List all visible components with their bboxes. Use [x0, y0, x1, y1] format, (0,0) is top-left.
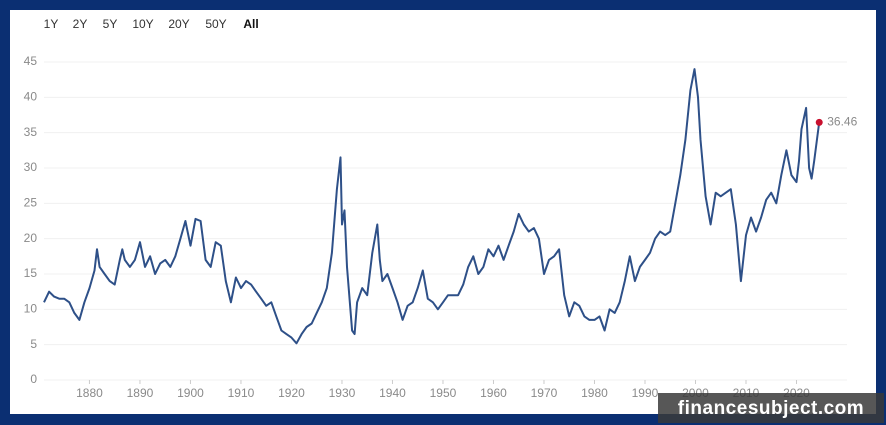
range-button[interactable]: All — [243, 17, 258, 31]
y-tick-label: 45 — [24, 54, 38, 68]
x-tick-label: 1880 — [76, 386, 103, 400]
range-button[interactable]: 20Y — [168, 17, 189, 31]
range-buttons: 1Y 2Y 5Y 10Y 20Y 50Y All — [44, 17, 259, 31]
x-tick-label: 1970 — [531, 386, 558, 400]
x-tick-label: 1920 — [278, 386, 305, 400]
x-tick-label: 1900 — [177, 386, 204, 400]
y-tick-label: 20 — [24, 231, 38, 245]
end-value-label: 36.46 — [827, 115, 857, 129]
x-tick-label: 1960 — [480, 386, 507, 400]
x-tick-label: 1980 — [581, 386, 608, 400]
x-tick-label: 1940 — [379, 386, 406, 400]
x-tick-label: 1930 — [329, 386, 356, 400]
range-button[interactable]: 2Y — [73, 17, 88, 31]
y-tick-label: 25 — [24, 196, 38, 210]
y-tick-label: 10 — [24, 302, 38, 316]
x-tick-label: 1950 — [430, 386, 457, 400]
x-tick-label: 1890 — [127, 386, 154, 400]
y-tick-label: 5 — [30, 337, 37, 351]
line — [43, 68, 821, 345]
end-marker — [815, 118, 823, 126]
watermark-box — [658, 393, 884, 423]
x-tick-label: 1910 — [228, 386, 255, 400]
range-button[interactable]: 5Y — [103, 17, 118, 31]
y-tick-label: 0 — [30, 372, 37, 386]
x-tick-label: 1990 — [632, 386, 659, 400]
y-tick-label: 30 — [24, 160, 38, 174]
range-button[interactable]: 1Y — [44, 17, 59, 31]
y-tick-label: 15 — [24, 266, 38, 280]
watermark: financesubject.com — [678, 398, 864, 419]
panel — [10, 10, 876, 414]
y-tick-label: 35 — [24, 125, 38, 139]
range-button[interactable]: 10Y — [132, 17, 153, 31]
range-button[interactable]: 50Y — [205, 17, 226, 31]
y-tick-label: 40 — [24, 90, 38, 104]
